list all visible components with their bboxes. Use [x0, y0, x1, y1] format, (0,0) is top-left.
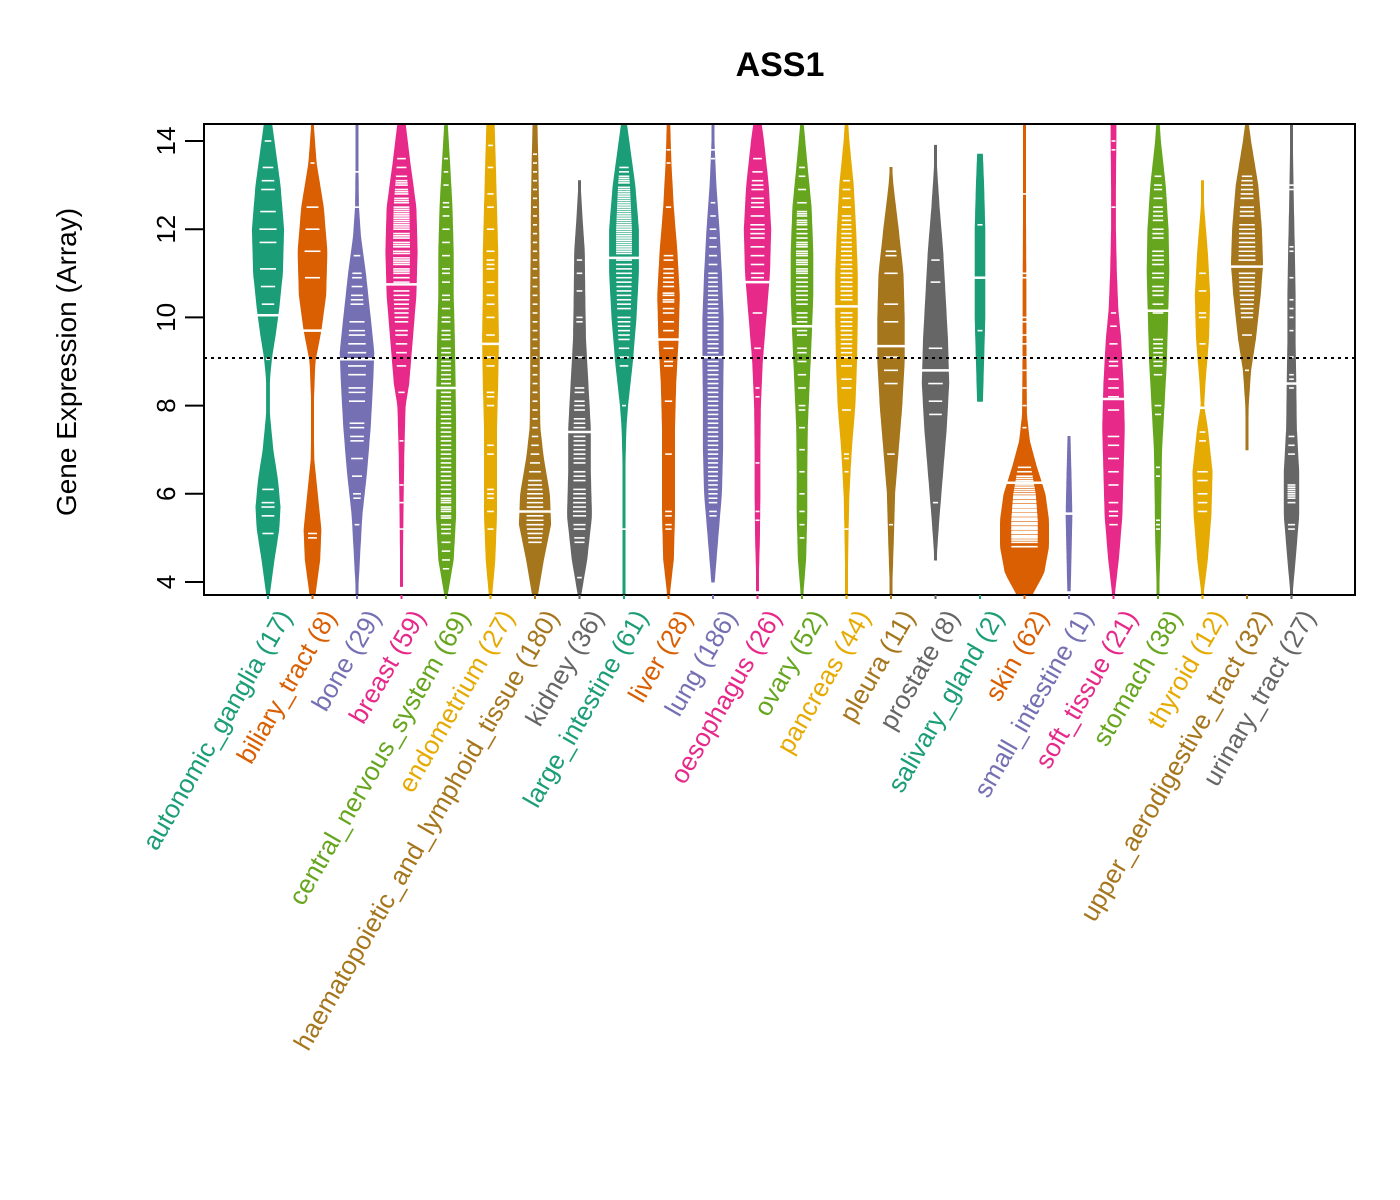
violin-liver [657, 124, 680, 595]
y-tick-label: 14 [151, 127, 181, 156]
violin-ovary [790, 124, 814, 595]
violin-pleura [876, 167, 906, 595]
violin-body [877, 167, 905, 595]
violin-biliary_tract [297, 124, 328, 595]
y-tick-label: 8 [151, 398, 181, 412]
violin-body [657, 124, 680, 595]
y-tick-label: 10 [151, 303, 181, 332]
y-axis-label: Gene Expression (Array) [51, 208, 82, 516]
y-axis: 4 6 8 10 12 14 [151, 127, 204, 589]
violin-body [1000, 124, 1049, 595]
violin-upper_aerodigestive_tract [1230, 124, 1264, 451]
violin-skin [1000, 124, 1049, 595]
violin-bone [339, 124, 375, 595]
violin-body [1192, 180, 1213, 595]
violin-body [482, 124, 499, 595]
violin-central_nervous_system [435, 124, 457, 595]
violin-body [921, 144, 950, 561]
y-tick-label: 12 [151, 215, 181, 244]
violin-thyroid [1192, 180, 1213, 595]
violin-body [297, 124, 328, 595]
plot-area [204, 124, 1355, 595]
violin-prostate [921, 144, 950, 561]
violin-soft_tissue [1102, 124, 1125, 595]
violin-body [518, 124, 552, 595]
violin-body [1283, 124, 1300, 595]
violin-salivary_gland [974, 153, 986, 402]
violin-small_intestine [1065, 436, 1073, 592]
violin-kidney [567, 180, 592, 595]
violin-haematopoietic_and_lymphoid_tissue [518, 124, 552, 595]
violin-autonomic_ganglia [251, 124, 285, 595]
plot-frame [203, 123, 1356, 596]
violin-pancreas [834, 124, 859, 595]
violin-lung [701, 124, 725, 583]
violin-body [385, 124, 418, 587]
y-tick-label: 4 [151, 575, 181, 589]
chart-title: ASS1 [736, 46, 825, 84]
violin-endometrium [481, 124, 500, 595]
violin-body [435, 124, 457, 595]
y-tick-label: 6 [151, 487, 181, 501]
x-axis-labels: autonomic_ganglia (17)biliary_tract (8)b… [136, 595, 1321, 1055]
violin-body [1146, 124, 1170, 595]
violin-stomach [1146, 124, 1170, 595]
violin-body [835, 124, 858, 595]
violin-large_intestine [608, 124, 640, 595]
violin-urinary_tract [1283, 124, 1300, 595]
violin-breast [385, 124, 418, 587]
violin-body [1102, 124, 1125, 595]
